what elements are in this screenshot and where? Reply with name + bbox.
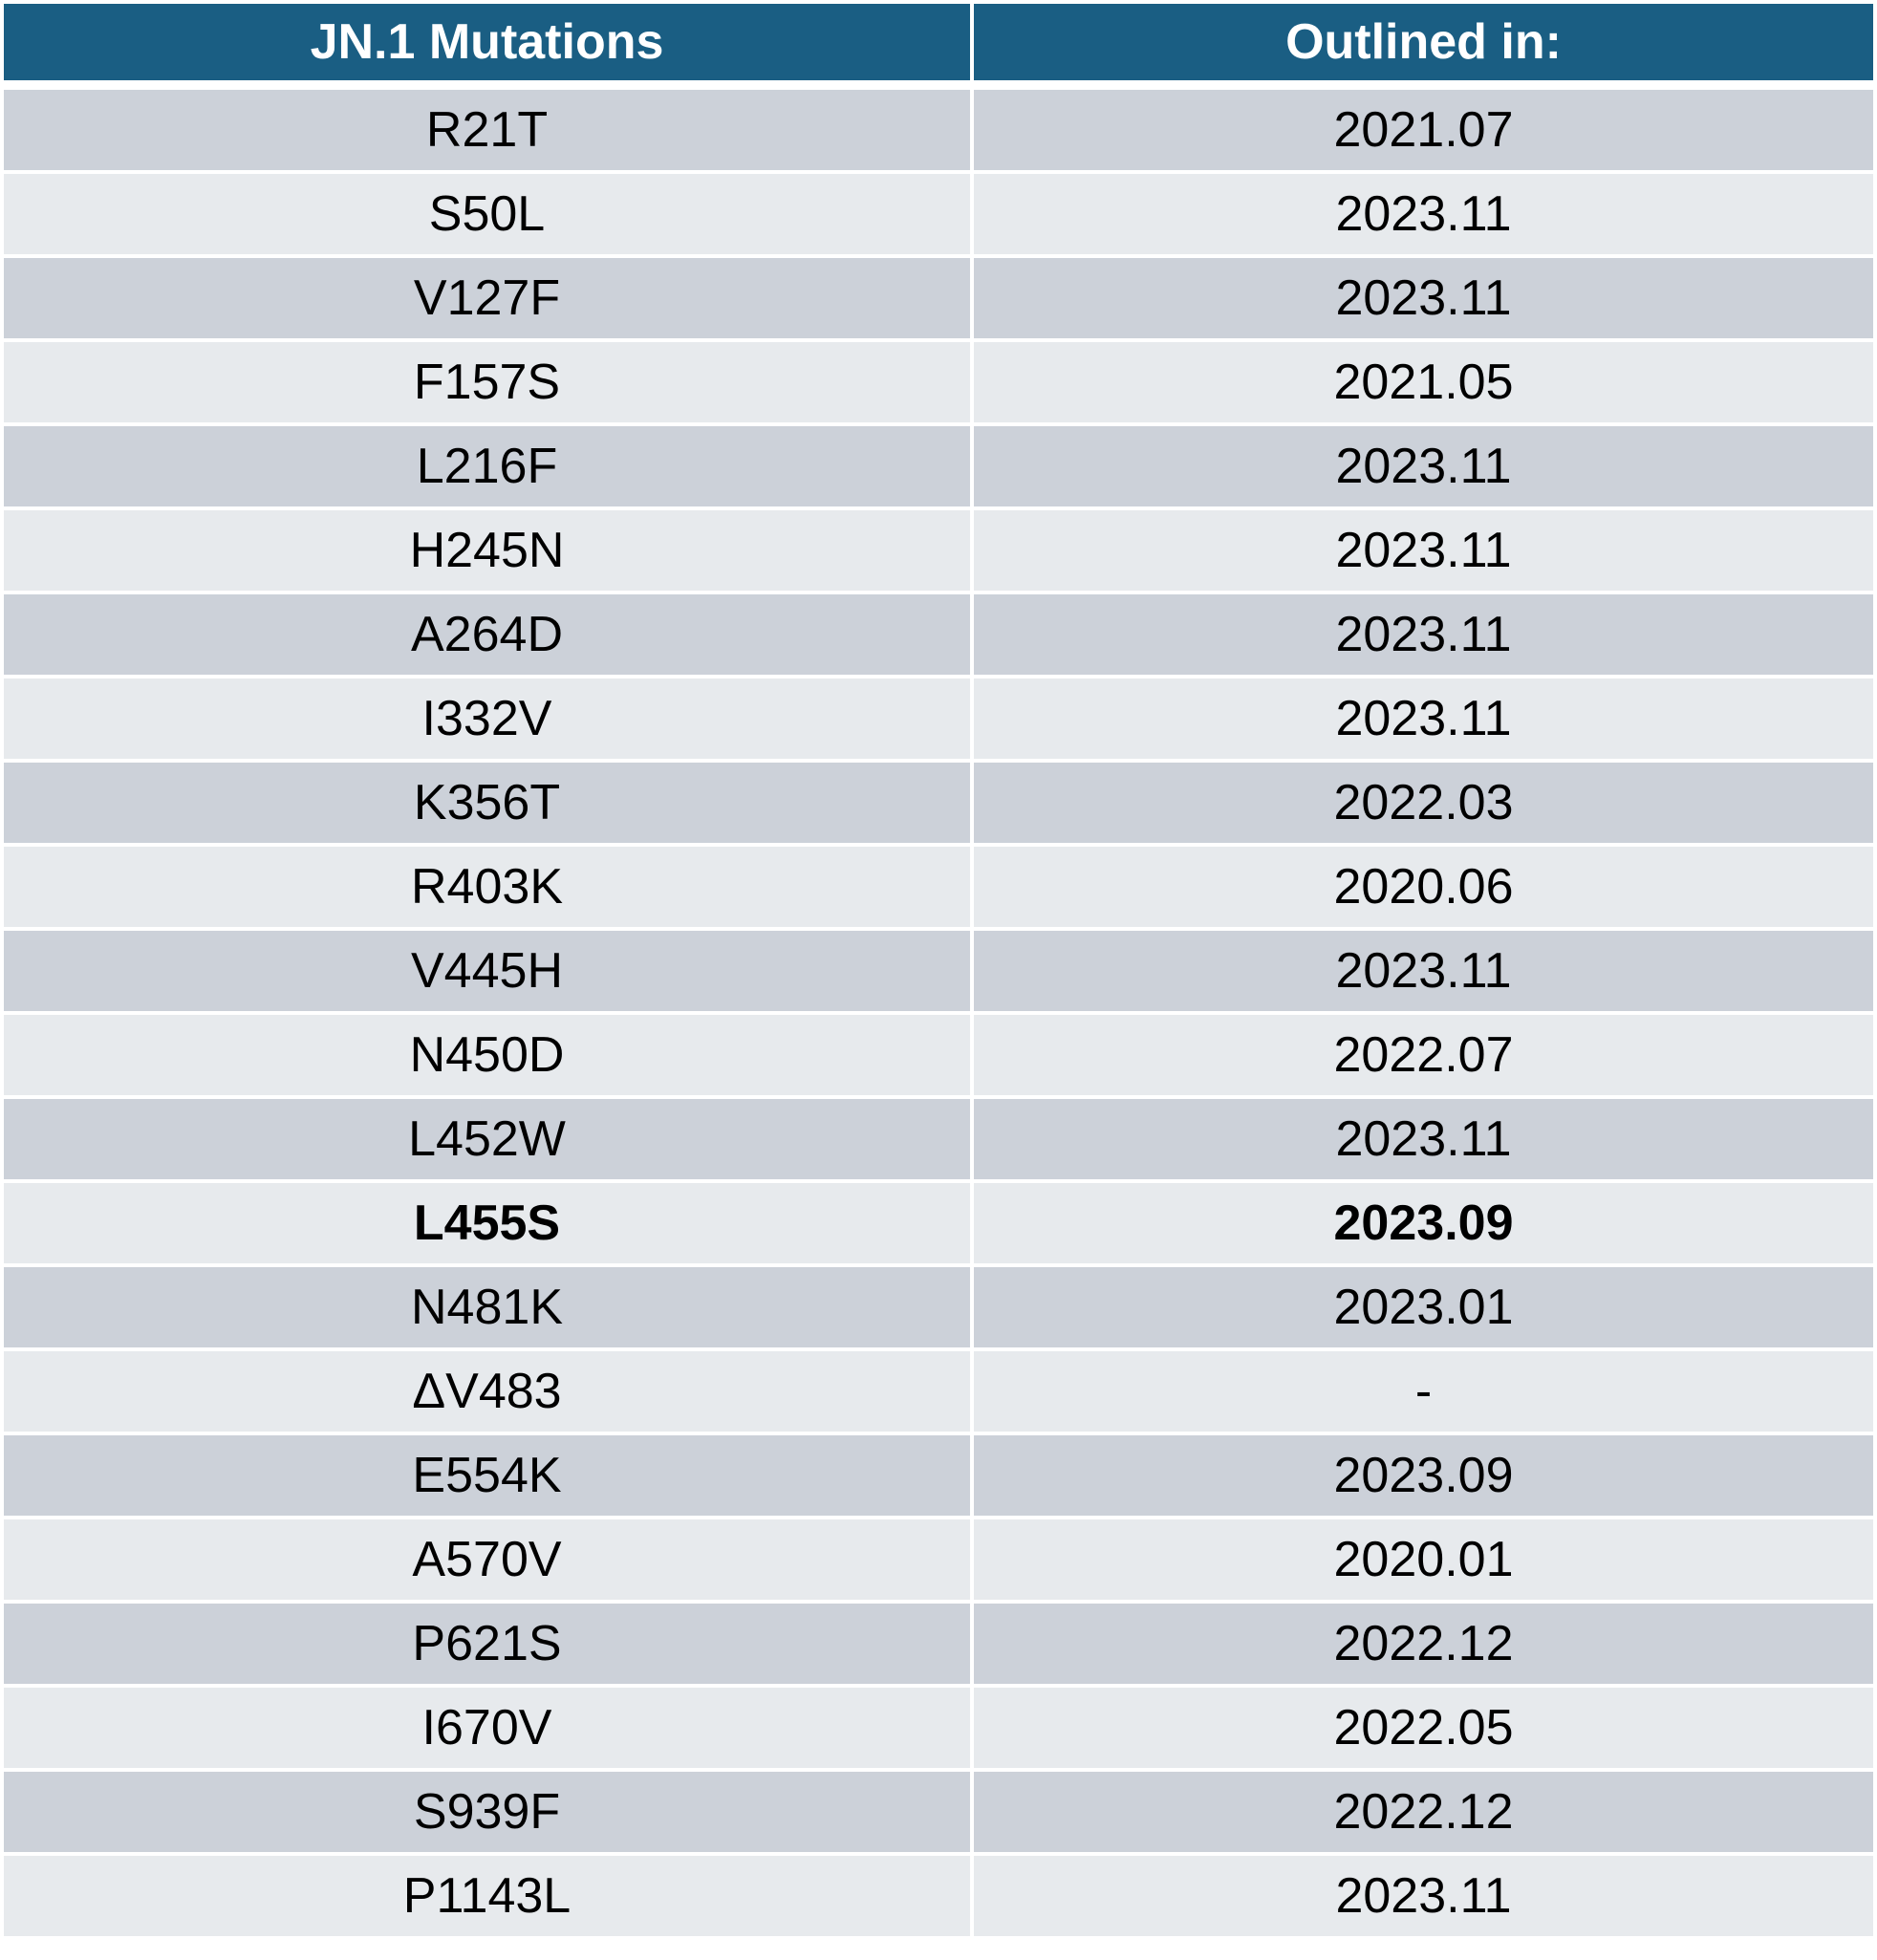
mutation-cell: A264D bbox=[4, 594, 970, 675]
mutation-cell: P1143L bbox=[4, 1856, 970, 1936]
outlined-date-cell: 2023.01 bbox=[974, 1267, 1873, 1347]
outlined-date-cell: 2022.05 bbox=[974, 1688, 1873, 1768]
table-body: R21T 2021.07 S50L 2023.11 V127F 2023.11 F157S 2… bbox=[4, 90, 1873, 1936]
outlined-date-cell: 2023.11 bbox=[974, 174, 1873, 254]
outlined-date-cell: 2023.09 bbox=[974, 1183, 1873, 1263]
header-outlined-in: Outlined in: bbox=[974, 4, 1873, 80]
outlined-date-cell: 2023.11 bbox=[974, 594, 1873, 675]
outlined-date-cell: 2023.11 bbox=[974, 678, 1873, 759]
table-row: L452W 2023.11 bbox=[4, 1099, 1873, 1179]
mutation-cell: L216F bbox=[4, 426, 970, 506]
outlined-date-cell: 2023.11 bbox=[974, 258, 1873, 338]
outlined-date-cell: 2023.09 bbox=[974, 1435, 1873, 1516]
mutation-cell: I670V bbox=[4, 1688, 970, 1768]
table-row: P1143L 2023.11 bbox=[4, 1856, 1873, 1936]
mutation-cell: ΔV483 bbox=[4, 1351, 970, 1432]
outlined-date-cell: 2022.12 bbox=[974, 1604, 1873, 1684]
outlined-date-cell: 2022.12 bbox=[974, 1772, 1873, 1852]
outlined-date-cell: 2023.11 bbox=[974, 1099, 1873, 1179]
table-row: N450D 2022.07 bbox=[4, 1015, 1873, 1095]
mutation-cell: F157S bbox=[4, 342, 970, 422]
mutation-cell: A570V bbox=[4, 1519, 970, 1600]
table-row: A264D 2023.11 bbox=[4, 594, 1873, 675]
outlined-date-cell: 2023.11 bbox=[974, 426, 1873, 506]
mutation-cell: R403K bbox=[4, 847, 970, 927]
outlined-date-cell: 2021.05 bbox=[974, 342, 1873, 422]
outlined-date-cell: 2020.06 bbox=[974, 847, 1873, 927]
mutation-cell: E554K bbox=[4, 1435, 970, 1516]
table-row: V445H 2023.11 bbox=[4, 931, 1873, 1011]
mutation-cell: I332V bbox=[4, 678, 970, 759]
outlined-date-cell: 2023.11 bbox=[974, 1856, 1873, 1936]
outlined-date-cell: - bbox=[974, 1351, 1873, 1432]
table-header-row: JN.1 Mutations Outlined in: bbox=[4, 4, 1873, 80]
table-row: F157S 2021.05 bbox=[4, 342, 1873, 422]
outlined-date-cell: 2022.07 bbox=[974, 1015, 1873, 1095]
mutation-cell: L455S bbox=[4, 1183, 970, 1263]
table-row: L216F 2023.11 bbox=[4, 426, 1873, 506]
mutation-cell: H245N bbox=[4, 510, 970, 591]
table-row: I670V 2022.05 bbox=[4, 1688, 1873, 1768]
table-row: K356T 2022.03 bbox=[4, 763, 1873, 843]
outlined-date-cell: 2022.03 bbox=[974, 763, 1873, 843]
table-row: R403K 2020.06 bbox=[4, 847, 1873, 927]
outlined-date-cell: 2023.11 bbox=[974, 931, 1873, 1011]
mutation-cell: P621S bbox=[4, 1604, 970, 1684]
table-row: N481K 2023.01 bbox=[4, 1267, 1873, 1347]
mutation-cell: S939F bbox=[4, 1772, 970, 1852]
mutation-cell: K356T bbox=[4, 763, 970, 843]
mutation-cell: V127F bbox=[4, 258, 970, 338]
mutation-cell: R21T bbox=[4, 90, 970, 170]
table-row: ΔV483- bbox=[4, 1351, 1873, 1432]
table-row: S939F 2022.12 bbox=[4, 1772, 1873, 1852]
table-row: A570V 2020.01 bbox=[4, 1519, 1873, 1600]
mutations-table: JN.1 Mutations Outlined in: R21T 2021.07 S… bbox=[4, 4, 1873, 1940]
table-row: H245N 2023.11 bbox=[4, 510, 1873, 591]
table-row: R21T 2021.07 bbox=[4, 90, 1873, 170]
header-mutations: JN.1 Mutations bbox=[4, 4, 970, 80]
mutation-cell: L452W bbox=[4, 1099, 970, 1179]
table-row: P621S 2022.12 bbox=[4, 1604, 1873, 1684]
outlined-date-cell: 2020.01 bbox=[974, 1519, 1873, 1600]
table-row: E554K 2023.09 bbox=[4, 1435, 1873, 1516]
mutation-cell: N481K bbox=[4, 1267, 970, 1347]
table-row: S50L 2023.11 bbox=[4, 174, 1873, 254]
outlined-date-cell: 2023.11 bbox=[974, 510, 1873, 591]
table-row: L455S 2023.09 bbox=[4, 1183, 1873, 1263]
mutation-cell: V445H bbox=[4, 931, 970, 1011]
table-row: I332V 2023.11 bbox=[4, 678, 1873, 759]
mutation-cell: S50L bbox=[4, 174, 970, 254]
outlined-date-cell: 2021.07 bbox=[974, 90, 1873, 170]
mutation-cell: N450D bbox=[4, 1015, 970, 1095]
table-row: V127F 2023.11 bbox=[4, 258, 1873, 338]
